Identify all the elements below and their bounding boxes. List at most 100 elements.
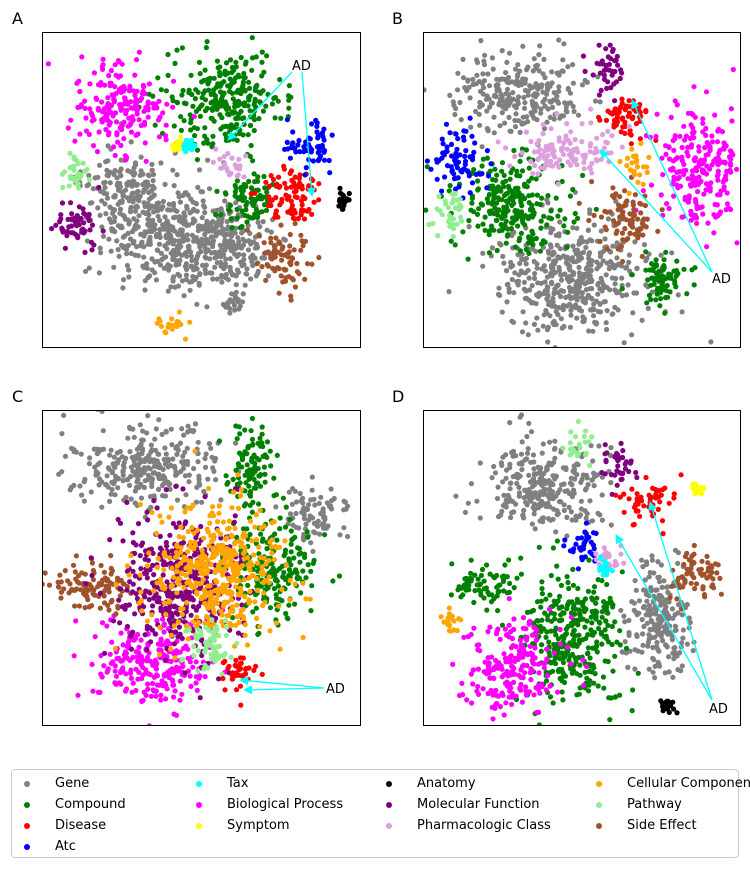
point [570,103,576,110]
point [142,278,148,284]
point [210,219,216,225]
point [154,200,160,206]
point [220,252,227,258]
point [574,162,580,168]
point [435,233,441,239]
cluster-cellular-component [112,448,313,661]
point [194,614,200,620]
point [112,680,118,686]
point [165,240,171,246]
point [227,57,234,63]
point [294,194,300,201]
point [116,655,122,661]
point [123,455,129,461]
point [463,148,469,154]
point [232,104,238,110]
point [615,220,622,226]
point [201,140,207,146]
point [162,214,168,220]
point [645,277,651,283]
point [667,166,674,173]
point [472,140,478,146]
point [328,503,334,509]
point [102,650,108,656]
point [134,454,140,460]
point [208,445,214,451]
point [127,449,133,455]
point [572,136,578,143]
point [106,236,112,242]
point [615,62,621,68]
point [266,570,272,576]
point [228,216,234,222]
point [598,87,604,93]
point [456,206,462,212]
point [158,160,164,166]
point [157,226,163,233]
point [136,213,142,219]
point [611,124,617,130]
point [521,279,528,285]
point [130,654,136,661]
point [534,261,540,267]
cluster-compound [619,249,698,316]
point [312,502,318,508]
point [253,104,259,110]
point [526,165,532,171]
point [661,257,667,263]
point [139,437,145,443]
point [518,230,525,236]
point [117,520,124,526]
point [638,140,644,146]
point [201,203,207,209]
point [531,149,538,155]
point [148,188,155,194]
point [256,233,262,239]
point [216,438,223,444]
point [133,649,139,655]
point [574,315,580,321]
point [192,133,198,139]
point [203,45,209,51]
point [303,165,309,171]
point [724,201,731,207]
point [486,192,492,198]
point [259,264,265,270]
point [200,226,206,232]
point [79,229,85,235]
point [499,48,505,54]
point [649,275,655,281]
point [124,262,130,269]
point [673,273,679,279]
point [219,279,225,285]
point [486,232,492,238]
point [117,206,124,212]
point [180,453,186,459]
point [255,213,261,220]
point [624,198,630,204]
point [525,92,531,98]
point [337,532,343,538]
point [129,229,136,235]
point [309,261,315,267]
point [501,172,507,178]
point [116,253,122,259]
point [132,252,138,258]
point [291,555,297,561]
point [288,168,295,174]
point [123,187,129,193]
point [580,276,586,282]
point [174,172,180,178]
point [303,575,309,581]
point [436,193,442,199]
point [706,142,712,149]
point [624,264,630,270]
point [695,189,701,195]
point [114,238,120,244]
point [447,92,453,98]
point [519,329,526,335]
point [73,553,79,559]
point [519,82,525,88]
point [130,559,136,565]
point [107,537,113,543]
